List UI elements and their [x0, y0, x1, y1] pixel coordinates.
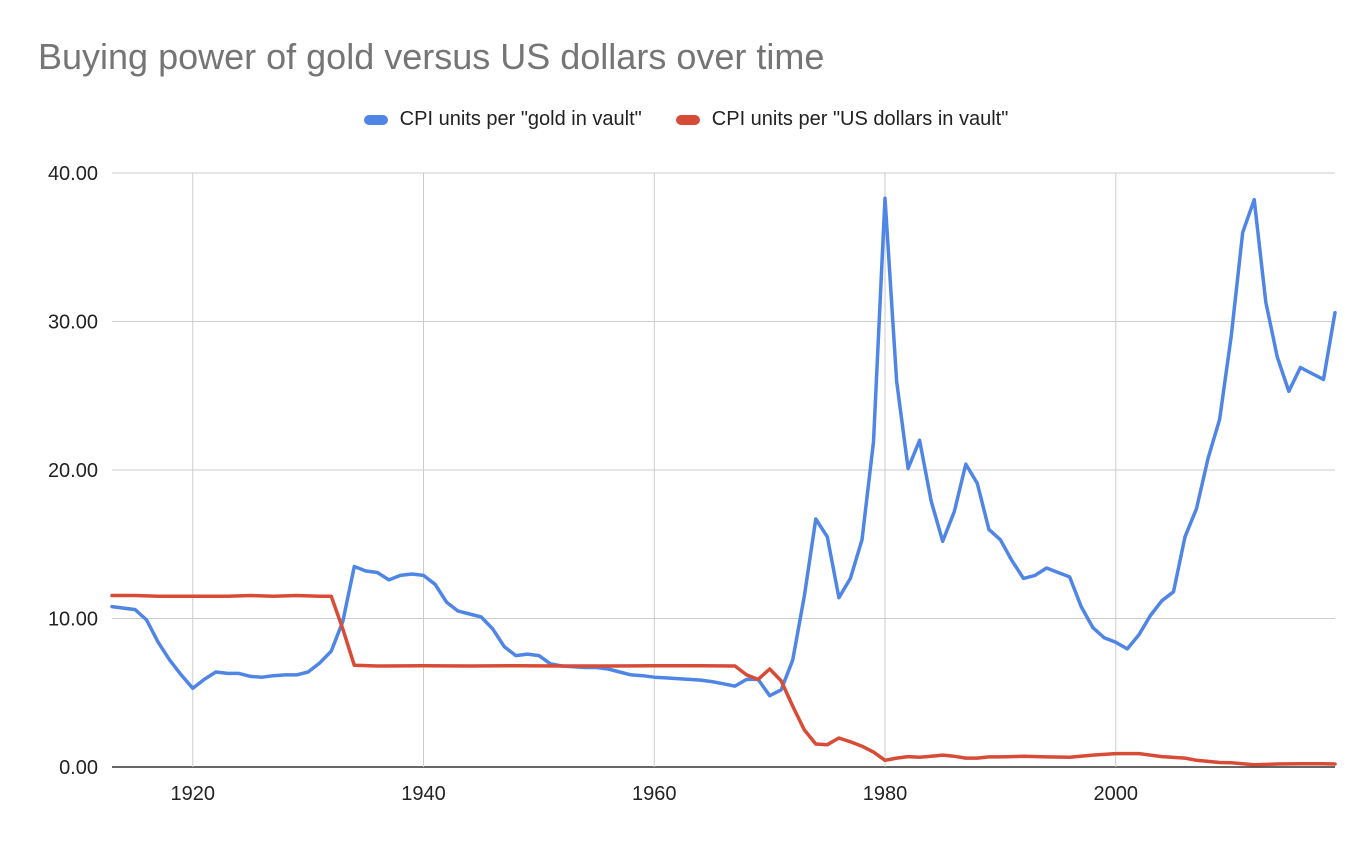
- series-line-dollars: [110, 593, 1337, 767]
- legend-item-gold[interactable]: CPI units per "gold in vault": [363, 108, 642, 131]
- y-tick-label: 30.00: [48, 312, 98, 334]
- y-tick-label: 0.00: [59, 757, 98, 779]
- legend-item-dollars[interactable]: CPI units per "US dollars in vault": [675, 108, 1009, 131]
- legend-swatch-dollars: [675, 114, 700, 125]
- legend-label-gold: CPI units per "gold in vault": [399, 108, 642, 130]
- x-tick-label: 1960: [632, 783, 677, 805]
- y-tick-label: 10.00: [48, 609, 98, 631]
- legend: CPI units per "gold in vault" CPI units …: [0, 108, 1372, 131]
- x-tick-label: 1980: [863, 783, 908, 805]
- chart-title: Buying power of gold versus US dollars o…: [38, 36, 825, 77]
- x-tick-label: 2000: [1094, 783, 1139, 805]
- y-tick-label: 40.00: [48, 163, 98, 185]
- x-tick-label: 1920: [171, 783, 216, 805]
- y-tick-label: 20.00: [48, 460, 98, 482]
- x-tick-label: 1940: [401, 783, 446, 805]
- legend-swatch-gold: [363, 114, 388, 125]
- series-line-gold: [110, 196, 1337, 698]
- legend-label-dollars: CPI units per "US dollars in vault": [711, 108, 1009, 130]
